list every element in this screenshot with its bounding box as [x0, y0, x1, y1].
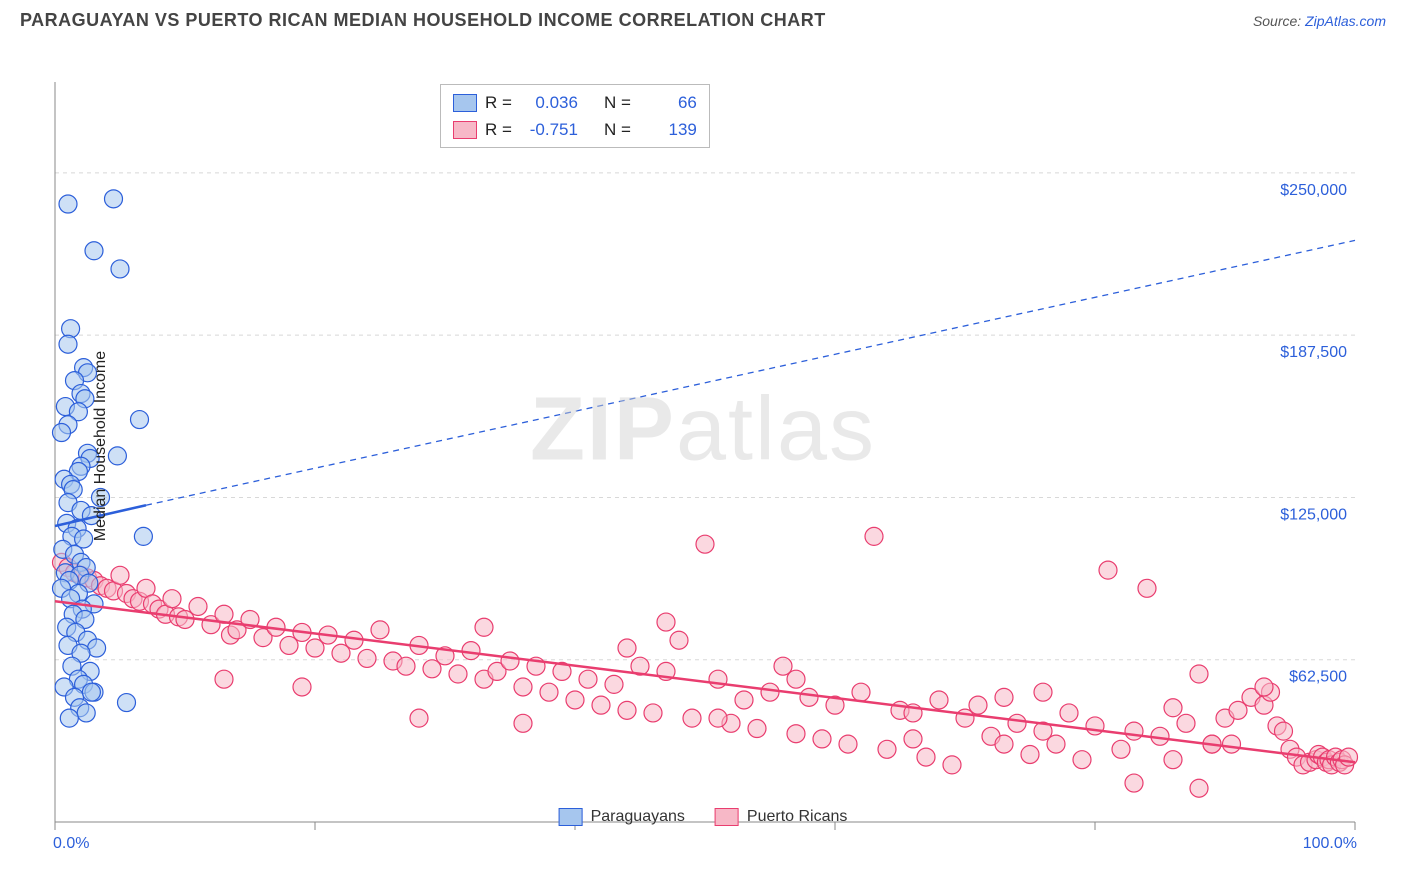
- swatch-puertoricans: [453, 121, 477, 139]
- stats-row-paraguayans: R = 0.036 N = 66: [453, 89, 697, 116]
- chart-header: PARAGUAYAN VS PUERTO RICAN MEDIAN HOUSEH…: [0, 0, 1406, 36]
- r-value-paraguayans: 0.036: [520, 89, 578, 116]
- swatch-paraguayans: [559, 808, 583, 826]
- swatch-paraguayans: [453, 94, 477, 112]
- y-axis-label: Median Household Income: [92, 351, 110, 541]
- swatch-puertoricans: [715, 808, 739, 826]
- n-value-puertoricans: 139: [639, 116, 697, 143]
- svg-text:0.0%: 0.0%: [53, 835, 89, 852]
- legend-item-puertoricans: Puerto Ricans: [715, 808, 848, 826]
- n-value-paraguayans: 66: [639, 89, 697, 116]
- svg-text:$62,500: $62,500: [1289, 669, 1347, 686]
- legend-label-paraguayans: Paraguayans: [591, 808, 685, 826]
- chart-container: ZIPatlas Median Household Income $62,500…: [0, 36, 1406, 856]
- r-label: R =: [485, 89, 512, 116]
- scatter-chart: $62,500 $125,000 $187,500 $250,000 0.0% 100.0…: [0, 36, 1406, 856]
- stats-row-puertoricans: R = -0.751 N = 139: [453, 116, 697, 143]
- n-label: N =: [604, 89, 631, 116]
- svg-text:100.0%: 100.0%: [1303, 835, 1357, 852]
- stats-legend: R = 0.036 N = 66 R = -0.751 N = 139: [440, 84, 710, 148]
- r-label: R =: [485, 116, 512, 143]
- svg-text:$187,500: $187,500: [1280, 344, 1347, 361]
- n-label: N =: [604, 116, 631, 143]
- legend-item-paraguayans: Paraguayans: [559, 808, 685, 826]
- legend-label-puertoricans: Puerto Ricans: [747, 808, 848, 826]
- source-link[interactable]: ZipAtlas.com: [1305, 13, 1386, 29]
- chart-title: PARAGUAYAN VS PUERTO RICAN MEDIAN HOUSEH…: [20, 10, 826, 31]
- bottom-legend: Paraguayans Puerto Ricans: [559, 808, 848, 826]
- source-attribution: Source: ZipAtlas.com: [1253, 13, 1386, 29]
- svg-text:$125,000: $125,000: [1280, 506, 1347, 523]
- svg-text:$250,000: $250,000: [1280, 182, 1347, 199]
- source-prefix: Source:: [1253, 13, 1305, 29]
- r-value-puertoricans: -0.751: [520, 116, 578, 143]
